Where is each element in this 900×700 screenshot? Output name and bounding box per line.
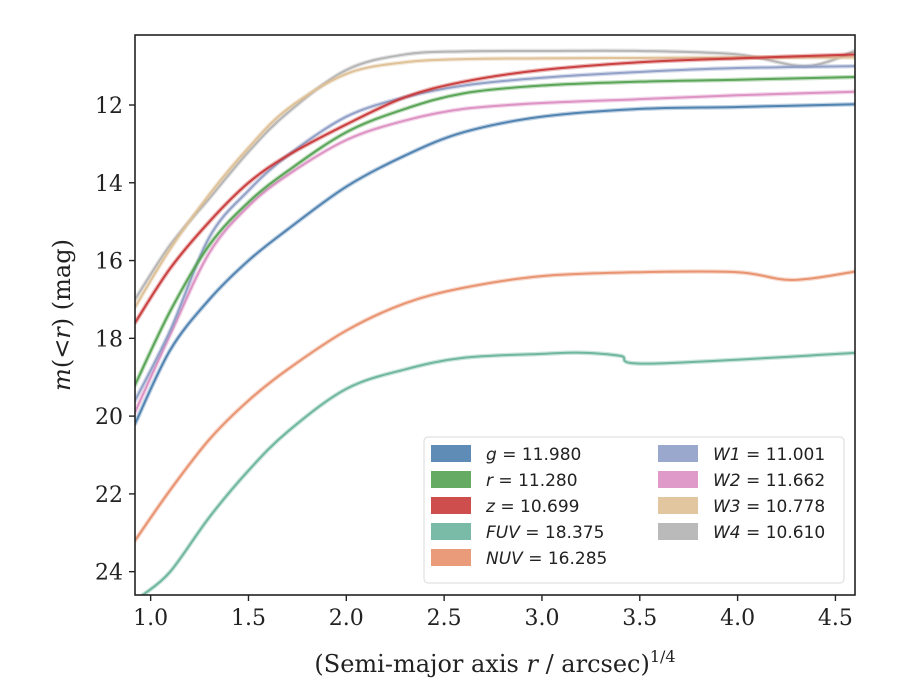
x-tick-label: 1.0 [133,606,168,631]
legend-value-w2: 11.662 [766,471,825,491]
legend-name-z: z [485,497,496,517]
legend-value-r: 11.280 [518,471,577,491]
legend-label-w1: W1 = 11.001 [713,445,825,465]
series-band-w2 [135,89,855,415]
plot-frame [134,34,856,596]
y-tick-label: 20 [95,405,123,430]
legend-label-z: z = 10.699 [485,497,579,517]
legend-equals-w2: = [741,471,766,491]
legend-name-g: g [486,445,497,465]
x-tick-label: 2.5 [427,606,462,631]
legend-swatch-fuv [431,523,471,540]
legend-label-fuv: FUV = 18.375 [486,523,604,543]
legend: g = 11.980 r = 11.280 z = 10.699 FUV = 18.3… [423,436,845,584]
x-axis-title-unit: / arcsec) [538,650,650,678]
y-axis-title: m(<r) (mag) [48,239,76,391]
x-tick-label: 4.5 [818,606,853,631]
legend-frame [423,436,845,584]
legend-label-w2: W2 = 11.662 [713,471,825,491]
x-tick-label: 3.5 [622,606,657,631]
legend-equals-r: = [493,471,518,491]
legend-value-fuv: 18.375 [545,523,604,543]
legend-swatch-w1 [658,445,698,462]
series-line-w2 [135,90,855,414]
x-axis-title-var: r [526,650,539,678]
legend-equals-z: = [495,497,520,517]
series-line-w3 [135,56,855,309]
legend-name-r: r [486,471,494,491]
legend-value-w3: 10.778 [766,497,825,517]
legend-swatch-w4 [658,523,698,540]
y-axis-title-var-r: r [48,326,76,339]
legend-equals-nuv: = [523,549,548,569]
series-band-w1 [135,63,855,403]
legend-value-w4: 10.610 [766,523,825,543]
x-tick-label: 1.5 [231,606,266,631]
y-tick-label: 18 [95,327,123,352]
legend-label-g: g = 11.980 [486,445,581,465]
legend-value-z: 10.699 [520,497,579,517]
legend-swatch-r [431,471,471,488]
y-axis-title-var-m: m [48,368,76,391]
legend-entries: g = 11.980 r = 11.280 z = 10.699 FUV = 18.3… [431,445,825,569]
legend-value-w1: 11.001 [766,445,825,465]
legend-name-w2: W2 [713,471,741,491]
x-tick-label: 3.0 [524,606,559,631]
legend-equals-w4: = [741,523,766,543]
legend-label-w4: W4 = 10.610 [713,523,825,543]
legend-name-w1: W1 [713,445,741,465]
series-line-z [135,53,855,324]
y-tick-label: 24 [95,561,123,586]
legend-label-nuv: NUV = 16.285 [486,549,607,569]
legend-name-w4: W4 [713,523,741,543]
y-axis-title-tail: ) (mag) [48,239,76,327]
legend-equals-fuv: = [520,523,545,543]
y-tick-label: 12 [95,94,123,119]
legend-swatch-g [431,445,471,462]
legend-equals-w1: = [741,445,766,465]
legend-label-w3: W3 = 10.778 [713,497,825,517]
series-line-fuv [141,351,855,595]
x-axis-title: (Semi-major axis r / arcsec)1/4 [314,647,675,678]
legend-equals-w3: = [741,497,766,517]
y-tick-label: 14 [95,172,123,197]
legend-swatch-nuv [431,549,471,566]
x-axis-title-exponent: 1/4 [650,647,676,666]
y-tick-label: 22 [95,483,123,508]
x-axis-title-main: (Semi-major axis [314,650,526,678]
legend-name-w3: W3 [713,497,741,517]
legend-equals-g: = [497,445,522,465]
y-axis-title-lt: (< [48,339,76,368]
series-line-nuv [135,270,855,542]
legend-name-fuv: FUV [486,523,521,543]
series-line-r [135,76,855,386]
legend-value-nuv: 16.285 [548,549,607,569]
series-line-w1 [135,65,855,402]
legend-swatch-z [431,497,471,514]
series-line-w4 [135,49,855,301]
series-line-g [135,103,855,425]
legend-label-r: r = 11.280 [486,471,578,491]
legend-swatch-w2 [658,471,698,488]
legend-swatch-w3 [658,497,698,514]
legend-name-nuv: NUV [486,549,524,569]
y-tick-label: 16 [95,250,123,275]
legend-value-g: 11.980 [522,445,581,465]
x-tick-label: 4.0 [720,606,755,631]
x-tick-label: 2.0 [329,606,364,631]
series-layer [135,48,855,595]
ticks-layer: 1.0 1.5 2.0 2.5 3.0 3.5 4.0 4.5 12 14 16 18 20 22 24 [95,94,853,631]
